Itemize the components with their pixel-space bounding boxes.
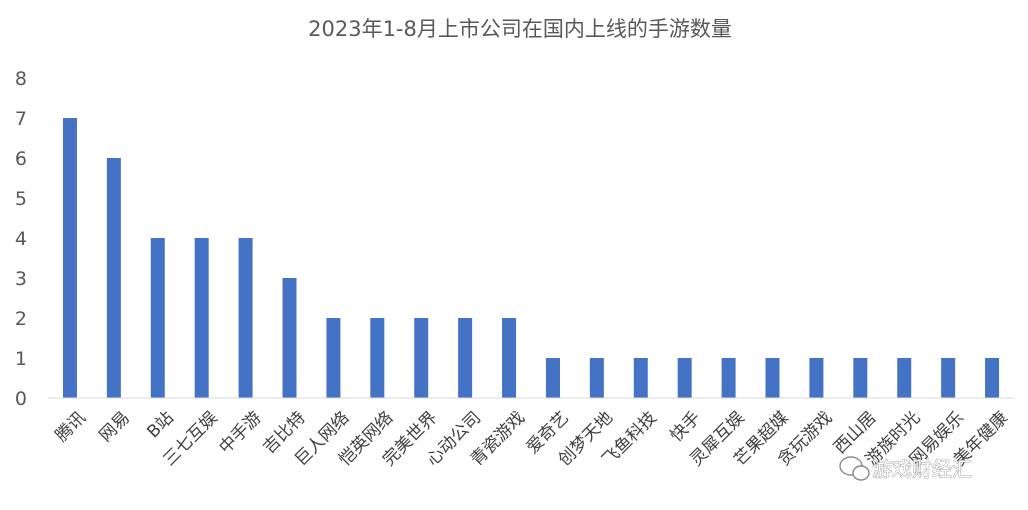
bar	[370, 318, 385, 398]
y-tick-label: 8	[15, 68, 27, 90]
bar	[62, 118, 77, 398]
bar	[326, 318, 341, 398]
bar	[721, 358, 736, 398]
bar	[985, 358, 1000, 398]
x-tick-label: 快手	[667, 408, 705, 446]
y-tick-label: 3	[15, 268, 27, 290]
chart-title: 2023年1-8月上市公司在国内上线的手游数量	[308, 17, 732, 41]
bar	[941, 358, 956, 398]
bar	[194, 238, 209, 398]
bar	[106, 158, 121, 398]
bars	[62, 118, 1000, 398]
bar	[765, 358, 780, 398]
bar	[633, 358, 648, 398]
y-tick-label: 1	[15, 348, 27, 370]
bar	[150, 238, 165, 398]
x-tick-label: B站	[143, 408, 177, 442]
watermark-text: 游戏财经汇	[872, 457, 972, 481]
x-tick-label: 腾讯	[52, 408, 90, 446]
bar	[589, 358, 604, 398]
bar	[545, 358, 560, 398]
y-axis: 0 1 2 3 4 5 6 7 8	[15, 68, 27, 410]
bar	[502, 318, 517, 398]
bar	[809, 358, 824, 398]
x-tick-label: 网易	[96, 408, 134, 446]
bar	[458, 318, 473, 398]
bar	[897, 358, 912, 398]
y-tick-label: 6	[15, 148, 27, 170]
y-tick-label: 5	[15, 188, 27, 210]
bar	[414, 318, 429, 398]
bar	[677, 358, 692, 398]
wechat-icon	[839, 456, 870, 481]
x-tick-label: 中手游	[215, 408, 265, 458]
bar	[238, 238, 253, 398]
y-tick-label: 4	[15, 228, 27, 250]
y-tick-label: 0	[15, 388, 27, 410]
watermark: 游戏财经汇	[839, 456, 972, 481]
y-tick-label: 2	[15, 308, 27, 330]
bar	[282, 278, 297, 398]
bar	[853, 358, 868, 398]
y-tick-label: 7	[15, 108, 27, 130]
x-axis: 腾讯 网易 B站三七互娱中手游吉比特巨人网络恺英网络完美世界心动公司青瓷游戏爱奇艺创…	[52, 408, 1012, 470]
